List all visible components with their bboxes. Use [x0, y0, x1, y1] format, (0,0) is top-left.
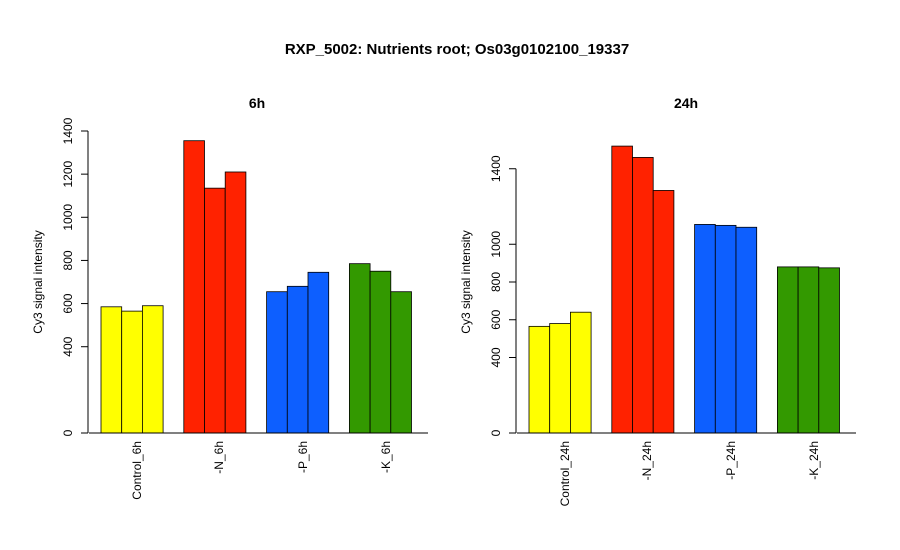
bar — [714, 224, 737, 434]
chart-panel-24h: 24h Control_24h -N_24h -P_24h -K_24h 0 400 60… — [459, 95, 856, 506]
bar — [632, 157, 654, 434]
bar — [224, 171, 247, 434]
bar — [266, 291, 288, 434]
x-axis: Control_24h -N_24h -P_24h -K_24h — [517, 432, 856, 506]
y-tick-label: 400 — [489, 347, 503, 367]
y-tick-label: 400 — [61, 336, 75, 356]
bar — [818, 267, 840, 434]
bar — [121, 310, 143, 434]
y-axis: 0 400 600 800 1000 1400 — [489, 155, 517, 436]
y-tick-label: 0 — [61, 429, 75, 436]
bar — [694, 224, 716, 434]
bar — [777, 266, 799, 434]
y-axis: 0 400 600 800 1000 1200 1400 — [61, 117, 89, 436]
y-tick-label: 800 — [489, 272, 503, 292]
y-tick-label: 1400 — [61, 117, 75, 144]
y-tick-label: 1000 — [61, 204, 75, 231]
bar — [570, 311, 592, 434]
y-tick-label: 1200 — [61, 160, 75, 187]
category-label: -P_24h — [724, 441, 738, 480]
category-label: Control_6h — [130, 441, 144, 500]
bar — [735, 226, 758, 434]
y-axis-label: Cy3 signal intensity — [459, 230, 473, 333]
y-axis-label: Cy3 signal intensity — [31, 230, 45, 333]
y-tick-label: 1000 — [489, 231, 503, 258]
bar — [100, 306, 123, 434]
panel-title: 24h — [674, 95, 698, 111]
bar — [528, 325, 551, 434]
bar — [183, 140, 205, 434]
bar — [797, 266, 820, 434]
y-tick-label: 600 — [61, 293, 75, 313]
chart-panel-6h: 6h Control_6h -N_6h -P_6h -K_6h 0 400 600 800 1… — [31, 95, 428, 500]
category-label: -P_6h — [296, 441, 310, 473]
bar — [307, 271, 330, 434]
bar — [652, 190, 675, 434]
x-axis: Control_6h -N_6h -P_6h -K_6h — [89, 432, 428, 500]
bar — [286, 285, 309, 434]
bar — [390, 291, 412, 434]
y-tick-label: 600 — [489, 309, 503, 329]
y-tick-label: 0 — [489, 429, 503, 436]
bar-group — [100, 140, 412, 434]
category-label: -K_24h — [807, 441, 821, 480]
y-tick-label: 800 — [61, 250, 75, 270]
category-label: Control_24h — [558, 441, 572, 506]
figure-title: RXP_5002: Nutrients root; Os03g0102100_1… — [285, 41, 629, 58]
bar — [611, 145, 633, 434]
bar — [549, 323, 571, 434]
bar — [369, 270, 392, 434]
bar — [348, 263, 371, 434]
bar — [141, 305, 164, 434]
panel-title: 6h — [249, 95, 265, 111]
category-label: -N_24h — [640, 441, 654, 480]
category-label: -K_6h — [379, 441, 393, 473]
y-tick-label: 1400 — [489, 155, 503, 182]
bar — [204, 187, 226, 434]
bar-group — [528, 145, 840, 434]
category-label: -N_6h — [212, 441, 226, 474]
